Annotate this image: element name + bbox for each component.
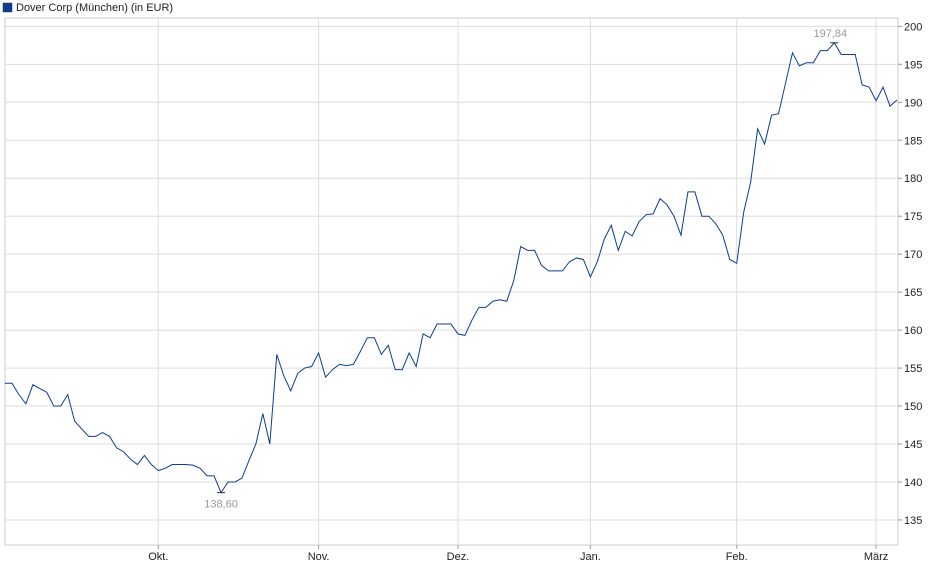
x-tick-label: Jan. [580, 551, 601, 563]
x-tick-label: März [864, 551, 888, 563]
x-tick-label: Dez. [447, 551, 470, 563]
y-tick-label: 175 [904, 211, 922, 223]
legend-label: Dover Corp (München) (in EUR) [16, 2, 173, 14]
y-tick-label: 185 [904, 135, 922, 147]
y-tick-label: 155 [904, 363, 922, 375]
y-tick-label: 180 [904, 173, 922, 185]
y-tick-label: 135 [904, 515, 922, 527]
y-tick-label: 160 [904, 325, 922, 337]
x-tick-label: Nov. [308, 551, 330, 563]
y-tick-label: 170 [904, 249, 922, 261]
legend-swatch [2, 2, 13, 13]
y-tick-label: 200 [904, 21, 922, 33]
y-tick-label: 150 [904, 401, 922, 413]
x-tick-label: Okt. [148, 551, 168, 563]
plot-frame [4, 17, 899, 546]
y-tick-label: 195 [904, 59, 922, 71]
max-label: 197,84 [813, 28, 847, 40]
y-tick-label: 145 [904, 439, 922, 451]
price-line [5, 41, 898, 494]
y-tick-label: 165 [904, 287, 922, 299]
y-tick-label: 190 [904, 97, 922, 109]
y-tick-label: 140 [904, 477, 922, 489]
x-tick-label: Feb. [726, 551, 748, 563]
min-label: 138,60 [204, 499, 238, 511]
